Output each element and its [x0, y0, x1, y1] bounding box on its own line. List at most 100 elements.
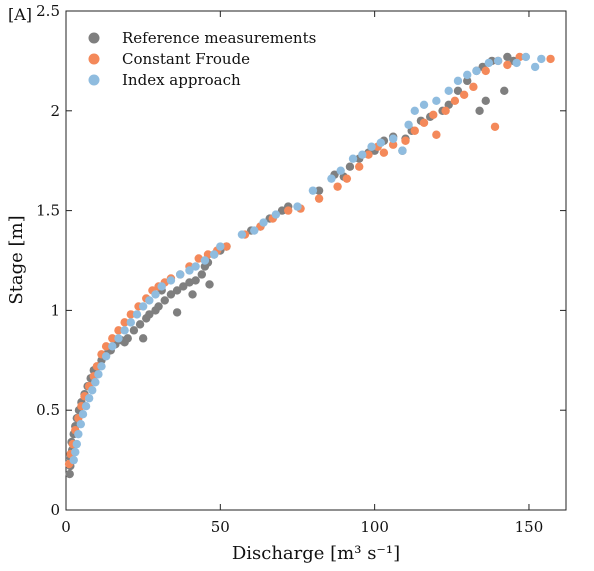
panel-label: [A] [8, 5, 32, 24]
y-tick-label: 0 [50, 501, 60, 519]
data-point [126, 310, 136, 319]
y-tick-label: 1 [50, 301, 60, 319]
data-point [308, 186, 318, 195]
data-point [314, 194, 324, 203]
data-point [459, 90, 469, 100]
data-point [188, 290, 197, 299]
data-point [410, 126, 419, 135]
data-point [376, 138, 386, 147]
data-point [364, 150, 373, 159]
data-point [101, 352, 111, 361]
data-point [76, 419, 86, 429]
data-point [481, 96, 490, 106]
data-point [500, 86, 509, 96]
y-tick-label: 0.5 [36, 401, 60, 419]
plot-frame [65, 10, 567, 511]
data-point [410, 106, 419, 116]
data-point [259, 218, 268, 227]
data-point [216, 242, 225, 251]
data-point [314, 186, 324, 195]
data-point [84, 394, 94, 403]
data-point [135, 320, 145, 329]
data-point [172, 286, 182, 295]
data-point [546, 54, 555, 64]
data-point [101, 342, 111, 351]
data-point [503, 60, 512, 70]
data-point [108, 334, 117, 343]
legend-label: Index approach [122, 71, 241, 89]
data-point [284, 206, 293, 215]
data-point [120, 338, 129, 347]
data-point [94, 370, 103, 379]
data-point [172, 308, 182, 317]
data-point [145, 310, 154, 319]
data-point [342, 174, 352, 183]
data-point [205, 280, 214, 289]
data-point [97, 362, 106, 371]
y-tick-label: 2 [50, 102, 60, 120]
y-tick-label: 2.5 [36, 2, 60, 20]
data-point [475, 106, 484, 116]
data-point [358, 150, 367, 159]
data-point [81, 402, 91, 411]
data-point [355, 162, 364, 171]
data-point [419, 118, 429, 127]
data-point [277, 206, 287, 215]
data-point [157, 282, 166, 291]
data-point [401, 136, 410, 145]
data-point [336, 166, 345, 175]
series-1 [65, 52, 518, 479]
data-point [463, 70, 472, 80]
data-points [64, 52, 555, 479]
x-tick-label: 100 [360, 518, 389, 536]
data-point [481, 66, 490, 76]
series-2 [64, 52, 555, 469]
data-point [71, 447, 80, 457]
legend-label: Reference measurements [122, 29, 316, 47]
data-point [72, 439, 82, 449]
data-point [200, 256, 210, 265]
data-point [237, 230, 247, 239]
data-point [191, 276, 200, 285]
legend-marker [88, 32, 100, 44]
data-point [388, 134, 398, 143]
data-point [419, 100, 429, 110]
data-point [472, 66, 481, 76]
data-point [469, 82, 478, 92]
x-tick-label: 150 [515, 518, 544, 536]
data-point [88, 386, 97, 395]
legend-label: Constant Froude [122, 50, 250, 68]
axis-ticks [65, 10, 566, 511]
data-point [345, 162, 355, 171]
data-point [179, 282, 188, 291]
data-point [138, 334, 148, 343]
data-point [197, 270, 207, 279]
data-point [453, 86, 463, 96]
data-point [271, 210, 281, 219]
data-point [333, 182, 342, 191]
y-tick-label: 1.5 [36, 202, 60, 220]
data-point [114, 326, 123, 335]
series-3 [69, 52, 546, 465]
legend-marker [88, 74, 100, 86]
data-point [367, 142, 376, 151]
data-point [521, 52, 531, 62]
y-axis-label: Stage [m] [6, 215, 27, 304]
data-point [129, 326, 139, 335]
data-point [327, 174, 336, 183]
data-point [450, 96, 460, 106]
data-point [404, 120, 413, 129]
data-point [348, 154, 358, 163]
data-point [175, 270, 185, 279]
data-point [132, 310, 142, 319]
data-point [74, 429, 83, 439]
data-point [250, 226, 259, 235]
data-point [444, 86, 453, 96]
data-point [429, 110, 438, 119]
x-tick-label: 50 [211, 518, 230, 536]
data-point [126, 318, 136, 327]
data-point [151, 290, 160, 299]
data-point [530, 62, 540, 72]
data-point [114, 334, 123, 343]
data-point [160, 296, 169, 305]
